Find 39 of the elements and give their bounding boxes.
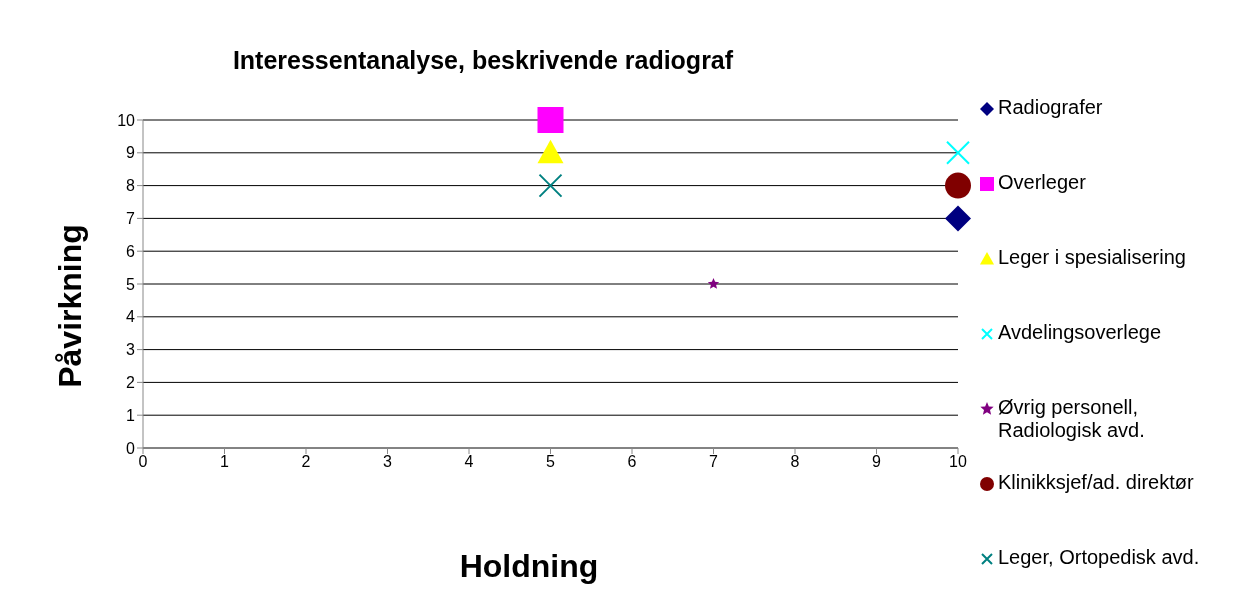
y-tick-label: 10 [117,111,136,129]
point [538,173,563,198]
legend-label: Leger i spesialisering [998,246,1186,269]
y-axis-title: Påvirkning [51,224,89,388]
legend-label: Avdelingsoverlege [998,321,1162,344]
x-tick-label: 4 [464,453,474,471]
point [537,139,564,164]
y-tick-label: 2 [126,374,136,392]
point [537,107,564,133]
legend-label: Leger, Ortopedisk avd. [998,546,1200,569]
chart-title: Interessentanalyse, beskrivende radiograf [231,46,735,75]
x-tick-label: 5 [546,453,556,471]
point [945,205,971,232]
y-tick-label: 5 [126,275,136,293]
x-tick-label: 0 [138,453,148,471]
y-tick-label: 8 [126,177,136,195]
y-tick-label: 6 [126,242,136,260]
x-tick-label: 8 [790,453,800,471]
legend-label: Radiografer [998,96,1103,119]
legend-label: Klinikksjef/ad. direktør [998,471,1194,494]
y-tick-label: 1 [126,406,136,424]
point [707,278,720,289]
x-tick-label: 7 [709,453,719,471]
x-tick-label: 6 [627,453,637,471]
y-tick-label: 0 [126,439,136,457]
x-tick-label: 9 [872,453,882,471]
x-tick-label: 1 [220,453,230,471]
x-tick-label: 3 [383,453,393,471]
point [945,172,971,199]
y-tick-label: 3 [126,341,136,359]
y-tick-label: 4 [126,308,136,326]
x-tick-label: 2 [301,453,311,471]
legend-label: Overleger [998,171,1086,194]
x-axis-title: Holdning [458,548,600,585]
legend-label: Øvrig personell, Radiologisk avd. [998,396,1146,442]
y-tick-label: 9 [126,144,136,162]
x-tick-label: 10 [949,453,967,471]
point [946,140,970,165]
y-tick-label: 7 [126,210,136,228]
